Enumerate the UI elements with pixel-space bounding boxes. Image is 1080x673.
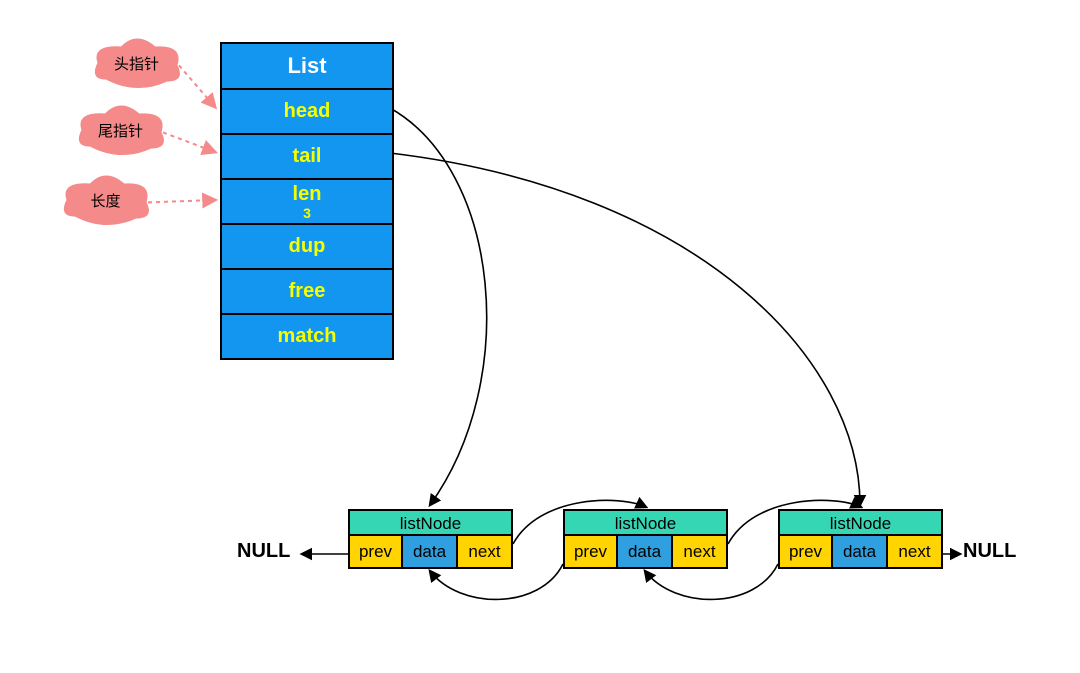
svg-layer xyxy=(0,0,1080,673)
row-len: len 3 xyxy=(222,178,392,223)
node-1-next: next xyxy=(458,536,513,569)
node-2-row: prevdatanext xyxy=(563,536,728,569)
cloud-len-label: 长度 xyxy=(90,193,120,210)
null-right-label: NULL xyxy=(963,540,1016,563)
node-1: listNodeprevdatanext xyxy=(348,509,513,569)
row-len-label: len xyxy=(293,184,322,204)
node-3-next: next xyxy=(888,536,943,569)
row-free: free xyxy=(222,268,392,313)
row-tail: tail xyxy=(222,133,392,178)
node-3: listNodeprevdatanext xyxy=(778,509,943,569)
row-match: match xyxy=(222,313,392,358)
node-2-next: next xyxy=(673,536,728,569)
diagram-stage: 头指针尾指针长度 Listheadtail len 3 dupfreematch li… xyxy=(0,0,1080,673)
cloud-head-label: 头指针 xyxy=(114,56,159,73)
node-2: listNodeprevdatanext xyxy=(563,509,728,569)
row-dup: dup xyxy=(222,223,392,268)
node-3-prev: prev xyxy=(778,536,833,569)
row-len-value: 3 xyxy=(303,206,311,220)
node-3-header: listNode xyxy=(778,509,943,536)
row-head: head xyxy=(222,88,392,133)
node-2-data: data xyxy=(618,536,673,569)
cloud-head: 头指针 xyxy=(94,39,179,87)
node-2-prev: prev xyxy=(563,536,618,569)
cloud-len: 长度 xyxy=(63,176,148,224)
cloud-tail-label: 尾指针 xyxy=(98,123,143,140)
node-3-data: data xyxy=(833,536,888,569)
node-1-row: prevdatanext xyxy=(348,536,513,569)
node-1-prev: prev xyxy=(348,536,403,569)
node-1-header: listNode xyxy=(348,509,513,536)
null-left-label: NULL xyxy=(237,540,290,563)
list-title: List xyxy=(222,44,392,88)
cloud-tail: 尾指针 xyxy=(78,106,163,154)
list-struct: Listheadtail len 3 dupfreematch xyxy=(220,42,394,360)
node-1-data: data xyxy=(403,536,458,569)
node-2-header: listNode xyxy=(563,509,728,536)
node-3-row: prevdatanext xyxy=(778,536,943,569)
